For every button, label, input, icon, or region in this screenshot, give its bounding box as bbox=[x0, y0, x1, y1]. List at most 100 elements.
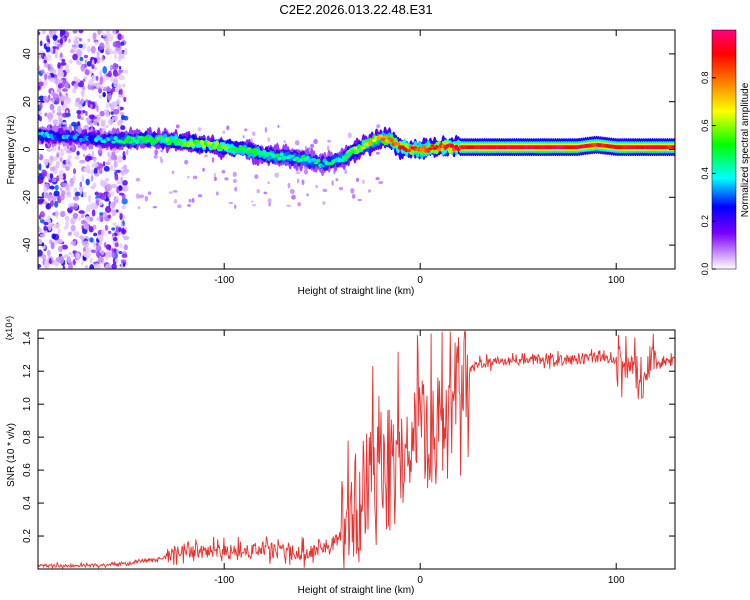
spectrogram-noise-blob bbox=[121, 35, 123, 40]
spectrogram-noise-blob bbox=[69, 59, 73, 64]
spectrogram-noise-blob bbox=[254, 174, 258, 179]
spectrogram-noise-blob bbox=[113, 109, 119, 115]
spectrogram-noise-blob bbox=[49, 117, 52, 121]
spectrogram-noise-blob bbox=[74, 187, 77, 192]
spectrogram-noise-blob bbox=[234, 187, 237, 192]
colorbar-tick-label: 0.4 bbox=[700, 167, 710, 180]
spectrogram-noise-blob bbox=[50, 104, 55, 111]
spectrogram-noise-blob bbox=[297, 202, 301, 206]
spectrogram-noise-blob bbox=[57, 46, 60, 50]
spectrogram-noise-blob bbox=[160, 149, 163, 152]
spectrogram-x-tick-label: 100 bbox=[608, 275, 625, 286]
spectrogram-noise-blob bbox=[94, 41, 98, 45]
spectrogram-noise-blob bbox=[114, 82, 119, 88]
spectrogram-noise-blob bbox=[104, 166, 110, 172]
spectrogram-noise-blob bbox=[61, 59, 65, 62]
spectrogram-noise-blob bbox=[43, 222, 48, 225]
spectrogram-noise-blob bbox=[216, 191, 219, 195]
spectrogram-noise-blob bbox=[187, 176, 189, 179]
snr-y-tick-label: 0.6 bbox=[22, 463, 33, 477]
spectrogram-noise-blob bbox=[122, 220, 124, 226]
spectrogram-noise-blob bbox=[52, 147, 57, 152]
spectrogram-noise-blob bbox=[88, 195, 91, 203]
spectrogram-ridge-cell bbox=[389, 138, 393, 142]
spectrogram-noise-blob bbox=[112, 29, 116, 35]
spectrogram-noise-blob bbox=[202, 168, 205, 172]
spectrogram-noise-blob bbox=[76, 151, 79, 156]
spectrogram-noise-blob bbox=[79, 181, 82, 187]
spectrogram-noise-blob bbox=[80, 57, 84, 62]
spectrogram-noise-blob bbox=[83, 192, 87, 198]
spectrogram-noise-blob bbox=[100, 193, 106, 200]
spectrogram-noise-blob bbox=[174, 199, 177, 204]
spectrogram-noise-blob bbox=[83, 154, 86, 158]
spectrogram-noise-blob bbox=[107, 152, 111, 158]
spectrogram-noise-blob bbox=[335, 178, 338, 181]
spectrogram-noise-blob bbox=[66, 150, 72, 153]
spectrogram-noise-blob bbox=[107, 193, 111, 197]
spectrogram-noise-blob bbox=[55, 185, 59, 191]
spectrogram-noise-blob bbox=[145, 196, 148, 202]
spectrogram-noise-blob bbox=[67, 69, 70, 72]
spectrogram-noise-blob bbox=[257, 189, 260, 193]
spectrogram-noise-blob bbox=[72, 54, 78, 61]
spectrogram-noise-blob bbox=[126, 149, 128, 155]
spectrogram-ridge-cell bbox=[277, 157, 281, 161]
spectrogram-noise-blob bbox=[52, 110, 55, 114]
spectrogram-noise-blob bbox=[87, 46, 91, 53]
spectrogram-noise-blob bbox=[65, 159, 69, 165]
spectrogram-noise-blob bbox=[44, 60, 47, 64]
spectrogram-noise-blob bbox=[47, 64, 50, 69]
spectrogram-noise-blob bbox=[55, 49, 58, 57]
spectrogram-noise-blob bbox=[73, 39, 78, 44]
spectrogram-noise-blob bbox=[283, 140, 285, 143]
spectrogram-noise-blob bbox=[38, 78, 42, 82]
snr-panel: -100 0 1000.20.40.60.81.01.21.4 Height of … bbox=[4, 316, 675, 596]
spectrogram-noise-blob bbox=[108, 158, 111, 163]
spectrogram-noise-blob bbox=[106, 254, 109, 260]
spectrogram-noise-blob bbox=[89, 156, 93, 160]
spectrogram-noise-blob bbox=[189, 199, 192, 203]
spectrogram-noise-blob bbox=[58, 246, 63, 252]
spectrogram-noise-blob bbox=[76, 110, 81, 114]
spectrogram-noise-blob bbox=[93, 120, 97, 125]
spectrogram-noise-blob bbox=[66, 113, 70, 117]
spectrogram-noise-blob bbox=[119, 193, 124, 196]
spectrogram-noise-blob bbox=[375, 177, 379, 180]
spectrogram-noise-blob bbox=[368, 189, 371, 192]
spectrogram-ridge-cell bbox=[109, 136, 113, 141]
spectrogram-noise-blob bbox=[99, 169, 103, 174]
spectrogram-noise-blob bbox=[43, 159, 48, 166]
spectrogram-noise-blob bbox=[107, 93, 112, 101]
spectrogram-y-tick-label: -40 bbox=[22, 237, 33, 252]
spectrogram-noise-blob bbox=[91, 46, 96, 53]
spectrogram-noise-blob bbox=[80, 117, 84, 120]
spectrogram-noise-blob bbox=[265, 127, 268, 133]
spectrogram-xlabel: Height of straight line (km) bbox=[298, 286, 415, 297]
spectrogram-noise-blob bbox=[107, 214, 111, 218]
spectrogram-noise-blob bbox=[50, 173, 53, 179]
spectrogram-noise-blob bbox=[221, 170, 225, 173]
spectrogram-noise-blob bbox=[89, 237, 94, 242]
snr-x-tick-label: 100 bbox=[608, 575, 625, 586]
spectrogram-noise-blob bbox=[376, 124, 380, 128]
spectrogram-noise-blob bbox=[111, 184, 117, 188]
spectrogram-noise-blob bbox=[70, 218, 74, 225]
spectrogram-noise-blob bbox=[153, 206, 157, 208]
spectrogram-noise-blob bbox=[85, 111, 87, 116]
spectrogram-noise-blob bbox=[177, 204, 181, 208]
spectrogram-noise-blob bbox=[74, 156, 79, 160]
spectrogram-noise-blob bbox=[187, 204, 191, 207]
spectrogram-noise-blob bbox=[54, 223, 60, 229]
spectrogram-noise-blob bbox=[95, 243, 98, 246]
spectrogram-noise-blob bbox=[87, 39, 90, 42]
spectrogram-noise-blob bbox=[39, 229, 42, 233]
spectrogram-noise-blob bbox=[252, 204, 257, 206]
spectrogram-noise-blob bbox=[39, 163, 42, 170]
spectrogram-noise-blob bbox=[79, 38, 82, 42]
spectrogram-noise-blob bbox=[111, 102, 115, 109]
spectrogram-noise-blob bbox=[99, 77, 102, 85]
spectrogram-noise-blob bbox=[119, 186, 123, 191]
spectrogram-noise-blob bbox=[376, 152, 380, 155]
spectrogram-noise-blob bbox=[44, 113, 47, 117]
